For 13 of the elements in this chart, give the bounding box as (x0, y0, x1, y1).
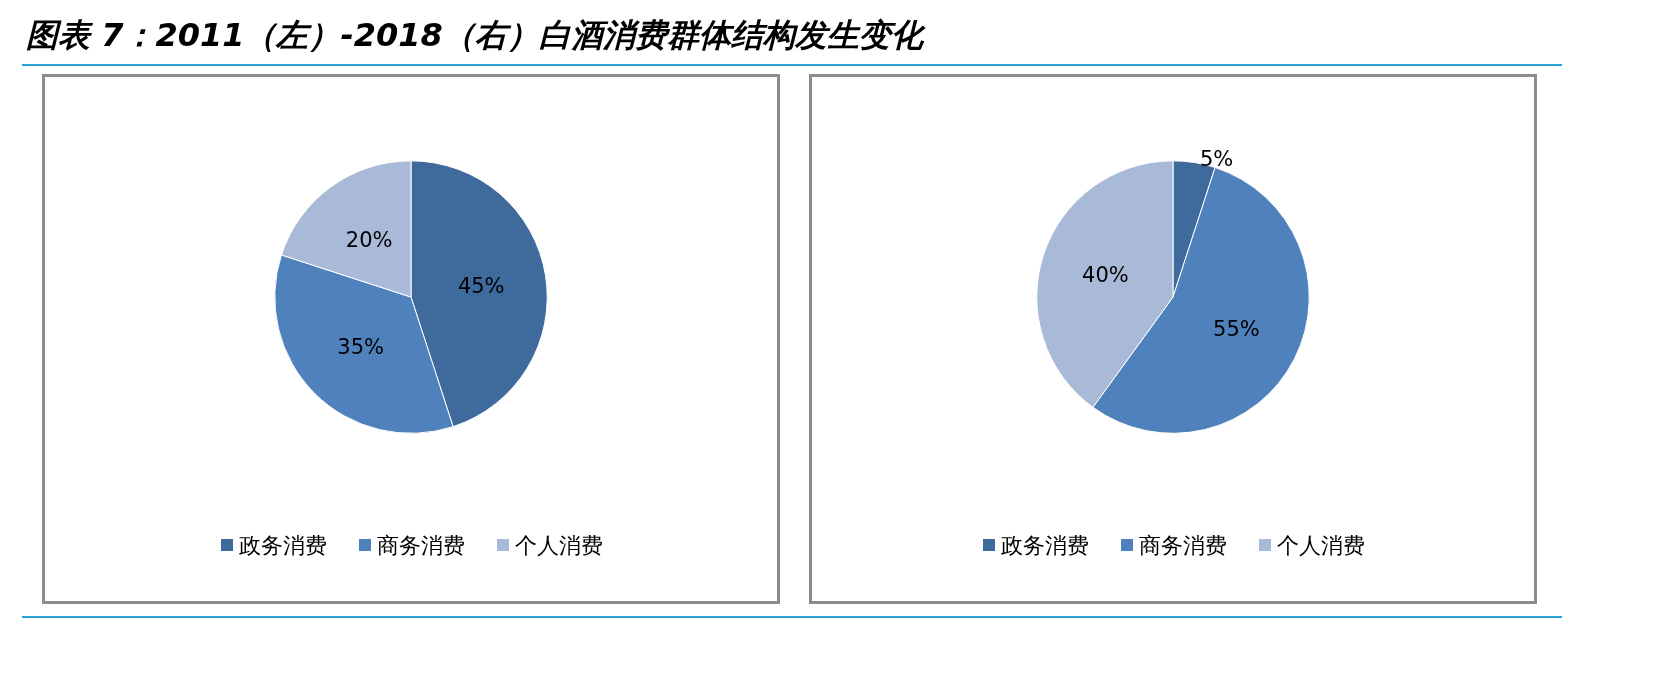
data-label: 5% (1199, 146, 1234, 171)
legend-label: 政务消费 (239, 532, 327, 558)
data-label: 35% (337, 335, 385, 360)
chart-title: 图表 7：2011（左）-2018（右）白酒消费群体结构发生变化 (26, 15, 923, 56)
legend-label: 个人消费 (1277, 532, 1365, 558)
data-label: 45% (457, 273, 505, 298)
legend-label: 个人消费 (515, 532, 603, 558)
data-label: 40% (1082, 263, 1129, 288)
legend-label: 商务消费 (377, 532, 465, 558)
legend-label: 政务消费 (1001, 532, 1089, 558)
legend-label: 商务消费 (1139, 532, 1227, 558)
data-label: 20% (345, 227, 393, 252)
data-label: 55% (1213, 317, 1260, 342)
